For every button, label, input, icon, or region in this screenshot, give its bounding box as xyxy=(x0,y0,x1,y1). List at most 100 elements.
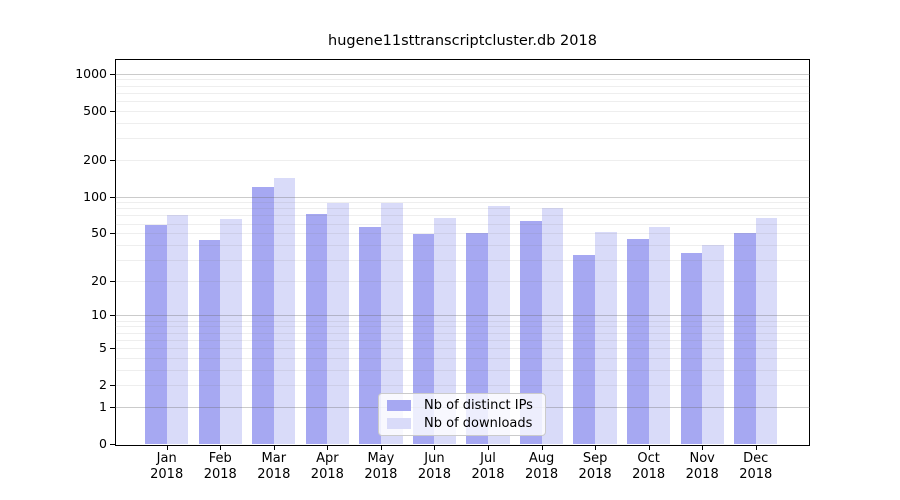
gridline-6 xyxy=(115,339,810,341)
bar-distinct-ips-oct xyxy=(626,238,649,444)
bar-distinct-ips-mar xyxy=(252,187,274,444)
x-tick-month: Jul xyxy=(480,451,496,466)
x-tick-year: 2018 xyxy=(578,467,612,482)
bar-distinct-ips-aug xyxy=(519,221,542,444)
x-tick-year: 2018 xyxy=(417,467,451,482)
x-tick-label-feb: Feb 2018 xyxy=(190,451,250,483)
legend: Nb of distinct IPs Nb of downloads xyxy=(378,393,546,436)
y-tick-label-10: 10 xyxy=(91,307,107,323)
x-tick-month: Nov xyxy=(689,451,715,466)
gridline-3 xyxy=(115,369,810,371)
x-tick-mark-mar xyxy=(274,446,275,450)
x-tick-mark-may xyxy=(381,446,382,450)
legend-label-downloads: Nb of downloads xyxy=(424,415,533,431)
x-tick-mark-jun xyxy=(434,446,435,450)
bar-downloads-aug xyxy=(541,208,564,444)
legend-label-distinct-ips: Nb of distinct IPs xyxy=(424,398,533,414)
x-tick-mark-feb xyxy=(220,446,221,450)
bar-downloads-mar xyxy=(273,177,296,444)
bar-downloads-nov xyxy=(702,244,724,444)
legend-item-distinct-ips: Nb of distinct IPs xyxy=(387,398,537,413)
y-tick-label-1000: 1000 xyxy=(75,65,107,81)
bar-downloads-feb xyxy=(220,218,242,444)
x-tick-label-mar: Mar 2018 xyxy=(244,451,304,483)
x-tick-month: Aug xyxy=(528,451,555,466)
x-tick-label-jan: Jan 2018 xyxy=(137,451,197,483)
bar-distinct-ips-feb xyxy=(198,239,221,444)
legend-swatch-distinct-ips xyxy=(387,400,411,412)
gridline-1000 xyxy=(115,73,810,75)
x-tick-month: Dec xyxy=(743,451,769,466)
bars-layer xyxy=(115,59,810,446)
bar-downloads-jan xyxy=(166,214,189,444)
x-tick-label-apr: Apr 2018 xyxy=(297,451,357,483)
y-tick-label-1: 1 xyxy=(99,398,107,414)
bar-downloads-may xyxy=(380,203,403,444)
x-tick-label-aug: Aug 2018 xyxy=(512,451,572,483)
x-tick-mark-oct xyxy=(649,446,650,450)
x-tick-year: 2018 xyxy=(525,467,559,482)
gridline-100 xyxy=(115,196,810,198)
gridline-30 xyxy=(115,259,810,261)
x-tick-label-may: May 2018 xyxy=(351,451,411,483)
x-tick-mark-aug xyxy=(542,446,543,450)
legend-swatch-downloads xyxy=(387,417,411,429)
bar-downloads-jun xyxy=(434,217,457,444)
gridline-200 xyxy=(115,159,810,161)
x-tick-year: 2018 xyxy=(364,467,398,482)
gridline-50 xyxy=(115,233,810,235)
x-tick-label-nov: Nov 2018 xyxy=(672,451,732,483)
x-tick-year: 2018 xyxy=(150,467,184,482)
x-tick-month: Sep xyxy=(582,451,608,466)
chart-title: hugene11sttranscriptcluster.db 2018 xyxy=(328,33,597,49)
x-tick-month: May xyxy=(367,451,395,466)
x-tick-label-jul: Jul 2018 xyxy=(458,451,518,483)
gridline-400 xyxy=(115,122,810,124)
y-tick-label-20: 20 xyxy=(91,272,107,288)
bar-distinct-ips-nov xyxy=(680,253,703,444)
gridline-8 xyxy=(115,326,810,328)
bar-downloads-jul xyxy=(488,206,510,444)
bar-distinct-ips-sep xyxy=(573,254,596,444)
x-tick-month: Feb xyxy=(208,451,232,466)
bar-downloads-oct xyxy=(648,227,671,444)
bar-downloads-dec xyxy=(755,217,778,444)
x-tick-label-jun: Jun 2018 xyxy=(404,451,464,483)
bar-distinct-ips-jan xyxy=(145,225,167,444)
y-tick-label-5: 5 xyxy=(99,339,107,355)
legend-item-downloads: Nb of downloads xyxy=(387,416,537,431)
x-tick-mark-dec xyxy=(756,446,757,450)
bar-distinct-ips-may xyxy=(359,227,381,444)
x-tick-mark-nov xyxy=(702,446,703,450)
x-tick-label-sep: Sep 2018 xyxy=(565,451,625,483)
x-tick-month: Mar xyxy=(261,451,287,466)
y-tick-label-50: 50 xyxy=(91,225,107,241)
gridline-900 xyxy=(115,79,810,81)
gridline-80 xyxy=(115,208,810,210)
y-tick-label-2: 2 xyxy=(99,377,107,393)
y-tick-label-0: 0 xyxy=(99,436,107,451)
x-tick-year: 2018 xyxy=(203,467,237,482)
bar-distinct-ips-jul xyxy=(466,233,488,444)
x-tick-month: Jun xyxy=(424,451,445,466)
plot-area: Nb of distinct IPs Nb of downloads xyxy=(115,59,810,446)
gridline-4 xyxy=(115,357,810,359)
x-tick-month: Apr xyxy=(316,451,339,466)
gridline-40 xyxy=(115,244,810,246)
y-tick-label-100: 100 xyxy=(83,188,107,204)
bar-distinct-ips-jun xyxy=(412,234,435,444)
x-tick-year: 2018 xyxy=(739,467,773,482)
bar-distinct-ips-dec xyxy=(734,233,756,444)
gridline-60 xyxy=(115,223,810,225)
x-tick-mark-apr xyxy=(327,446,328,450)
gridline-2 xyxy=(115,385,810,387)
x-tick-mark-jul xyxy=(488,446,489,450)
x-tick-mark-jan xyxy=(167,446,168,450)
x-tick-label-oct: Oct 2018 xyxy=(619,451,679,483)
gridline-600 xyxy=(115,100,810,102)
gridline-5 xyxy=(115,347,810,349)
gridline-700 xyxy=(115,92,810,94)
x-tick-year: 2018 xyxy=(257,467,291,482)
gridline-90 xyxy=(115,202,810,204)
